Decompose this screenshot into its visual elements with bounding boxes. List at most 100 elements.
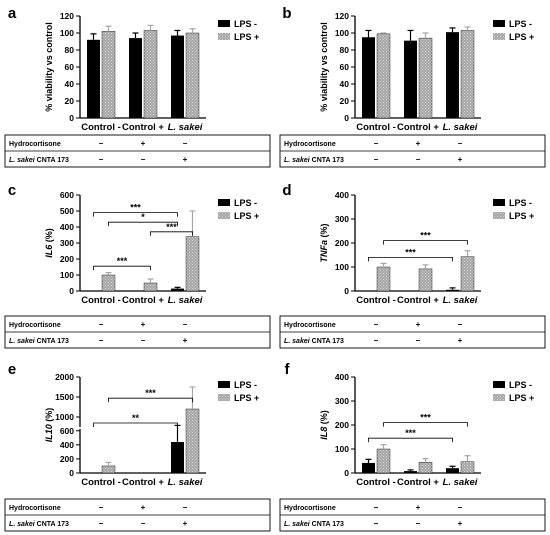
table-cell: +: [416, 503, 421, 512]
significance-bracket: [93, 422, 178, 427]
x-tick-label: Control +: [122, 122, 164, 133]
bar-lps-plus: [460, 256, 475, 292]
panel-label: f: [285, 361, 291, 378]
bar-lps-plus: [376, 266, 391, 292]
table-cell: −: [99, 139, 104, 148]
legend-label-lps-plus: LPS +: [509, 211, 534, 221]
panel-a: a 0 20 40 60 80 100 120 % viability vs control Co…: [4, 5, 271, 168]
table-cell: −: [183, 320, 188, 329]
table-cell: +: [416, 320, 421, 329]
significance-label: ***: [117, 256, 128, 266]
bar-lps-plus: [185, 408, 200, 474]
y-tick-label: 40: [340, 79, 350, 89]
table-cell: +: [183, 336, 188, 345]
bar-lps-minus: [446, 468, 459, 473]
table-cell: −: [416, 155, 421, 164]
table-cell: −: [99, 336, 104, 345]
significance-label: ***: [405, 247, 416, 257]
table-row-label: L. sakei CNTA 173: [284, 338, 344, 345]
y-tick-label: 100: [60, 28, 74, 38]
x-tick-label: Control +: [122, 295, 164, 306]
y-tick-label: 300: [335, 396, 349, 406]
significance-bracket: [150, 231, 193, 236]
table-row-label: Hydrocortisone: [9, 141, 61, 148]
y-tick-label: 200: [60, 254, 74, 264]
table-cell: +: [416, 139, 421, 148]
x-tick-label: Control +: [397, 295, 439, 306]
x-tick-label: Control +: [122, 477, 164, 488]
x-tick-label: L. sakei: [443, 477, 478, 488]
bar-lps-plus: [185, 236, 200, 292]
panel-b: b 0 20 40 60 80 100 120 % viability vs control Co…: [279, 5, 546, 168]
legend-label-lps-minus: LPS -: [234, 380, 257, 390]
table-cell: +: [458, 336, 463, 345]
bar-lps-minus: [404, 40, 417, 118]
legend-swatch-lps-minus: [218, 199, 230, 206]
bar-lps-minus: [171, 288, 184, 291]
table-cell: −: [374, 139, 379, 148]
y-tick-label: 80: [65, 45, 75, 55]
bar-lps-minus: [171, 35, 184, 118]
y-tick-label: 0: [69, 468, 74, 478]
significance-bracket: [93, 212, 178, 217]
y-tick-label: 200: [60, 454, 74, 464]
table-cell: +: [141, 503, 146, 512]
table-cell: −: [99, 519, 104, 528]
table-cell: −: [374, 155, 379, 164]
table-cell: −: [183, 503, 188, 512]
table-cell: −: [99, 155, 104, 164]
y-axis-label: % viability vs control: [319, 22, 329, 112]
bar-lps-plus: [143, 282, 158, 292]
x-tick-label: Control -: [356, 295, 396, 306]
legend-swatch-lps-plus: [218, 212, 230, 219]
panel-label: a: [8, 5, 17, 22]
legend-swatch-lps-minus: [218, 20, 230, 27]
x-tick-label: Control +: [397, 477, 439, 488]
panel-f: f 0 100 200 300 400 IL8 (%) Control - Control + L…: [279, 361, 546, 532]
y-tick-label: 1500: [55, 392, 74, 402]
table-cell: −: [458, 503, 463, 512]
y-tick-label: 100: [335, 444, 349, 454]
x-tick-label: Control -: [81, 295, 121, 306]
bar-lps-plus: [101, 465, 116, 474]
bar-lps-plus: [460, 30, 475, 119]
table-cell: +: [183, 519, 188, 528]
bar-lps-minus: [87, 39, 100, 118]
table-row-label: L. sakei CNTA 173: [284, 157, 344, 164]
y-axis-label: IL10 (%): [44, 408, 54, 443]
y-tick-label: 60: [65, 62, 75, 72]
table-row-label: L. sakei CNTA 173: [9, 338, 69, 345]
y-tick-label: 600: [60, 190, 74, 200]
bar-lps-plus: [418, 37, 433, 119]
y-tick-label: 300: [335, 214, 349, 224]
significance-bracket: [368, 437, 453, 443]
x-tick-label: Control -: [356, 477, 396, 488]
x-tick-label: L. sakei: [443, 295, 478, 306]
significance-label: *: [141, 212, 145, 222]
legend-label-lps-minus: LPS -: [509, 198, 532, 208]
legend-swatch-lps-minus: [218, 381, 230, 388]
bar-lps-minus: [362, 37, 375, 118]
significance-bracket: [108, 397, 193, 403]
table-cell: −: [416, 519, 421, 528]
table-cell: −: [374, 320, 379, 329]
y-tick-label: 100: [335, 28, 349, 38]
panel-label: e: [8, 361, 16, 378]
significance-label: ***: [420, 231, 431, 241]
panel-c: c 0 100 200 300 400 500 600 IL6 (%) Control - Cont…: [4, 182, 271, 349]
y-tick-label: 80: [340, 45, 350, 55]
table-cell: −: [416, 336, 421, 345]
bar-lps-minus: [129, 38, 142, 118]
y-tick-label: 2000: [55, 372, 74, 382]
significance-bracket: [383, 240, 468, 245]
y-axis-label: TNFa (%): [319, 223, 329, 262]
legend-swatch-lps-minus: [493, 381, 505, 388]
bar-lps-minus: [362, 462, 375, 473]
legend-label-lps-plus: LPS +: [234, 211, 259, 221]
y-tick-label: 20: [65, 96, 75, 106]
table-cell: +: [183, 155, 188, 164]
table-row-label: Hydrocortisone: [9, 505, 61, 512]
legend-label-lps-plus: LPS +: [234, 393, 259, 403]
significance-bracket: [368, 257, 453, 262]
legend-label-lps-plus: LPS +: [509, 32, 534, 42]
